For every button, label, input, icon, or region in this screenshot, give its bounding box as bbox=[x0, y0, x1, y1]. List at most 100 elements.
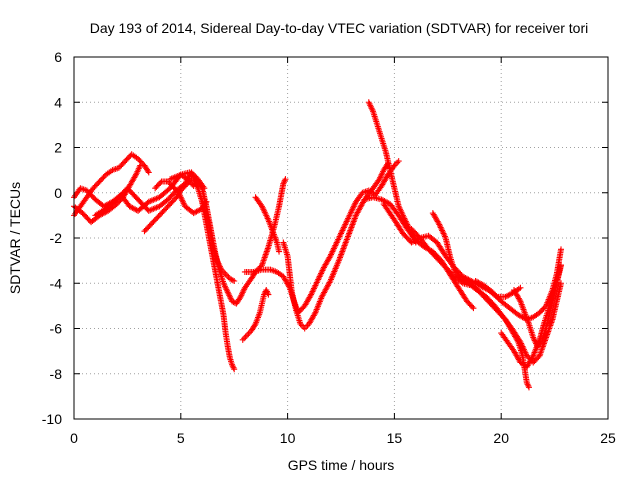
data-point bbox=[136, 157, 143, 164]
data-point bbox=[141, 228, 148, 235]
data-point bbox=[91, 183, 98, 190]
data-point bbox=[170, 196, 177, 203]
data-point bbox=[395, 158, 402, 165]
data-point bbox=[97, 177, 104, 184]
y-tick-label: 6 bbox=[54, 49, 62, 65]
data-point bbox=[147, 221, 154, 228]
x-axis-label: GPS time / hours bbox=[288, 457, 395, 473]
series-track-11 bbox=[252, 194, 283, 255]
data-point bbox=[96, 178, 103, 185]
data-point bbox=[90, 185, 97, 192]
data-point bbox=[158, 210, 165, 217]
data-point bbox=[239, 336, 246, 343]
data-point bbox=[169, 198, 176, 205]
series-track-21 bbox=[511, 262, 565, 350]
series-track-08 bbox=[190, 176, 238, 373]
data-point bbox=[159, 209, 166, 216]
series-track-17 bbox=[408, 225, 532, 391]
data-point bbox=[558, 280, 565, 287]
series-track-10 bbox=[239, 287, 272, 343]
data-point bbox=[517, 284, 524, 291]
series-track-07 bbox=[167, 169, 289, 307]
data-point bbox=[244, 332, 251, 339]
data-point bbox=[182, 182, 189, 189]
data-point bbox=[179, 186, 186, 193]
series-track-15 bbox=[361, 194, 477, 312]
data-point bbox=[137, 162, 144, 169]
data-point bbox=[231, 366, 238, 373]
data-point bbox=[276, 248, 283, 255]
data-point bbox=[394, 159, 401, 166]
data-point bbox=[142, 226, 149, 233]
data-point bbox=[161, 206, 168, 213]
x-tick-label: 25 bbox=[600, 430, 616, 446]
data-point bbox=[144, 225, 151, 232]
data-point bbox=[186, 169, 193, 176]
data-point bbox=[241, 335, 248, 342]
data-point bbox=[180, 184, 187, 191]
y-tick-label: -2 bbox=[50, 230, 63, 246]
data-point bbox=[539, 306, 546, 313]
data-point bbox=[92, 182, 99, 189]
data-point bbox=[95, 179, 102, 186]
x-tick-label: 0 bbox=[70, 430, 78, 446]
data-point bbox=[168, 199, 175, 206]
data-point bbox=[466, 301, 473, 308]
data-point bbox=[229, 277, 236, 284]
data-point bbox=[282, 176, 289, 183]
data-point bbox=[465, 299, 472, 306]
x-tick-labels: 0 5 10 15 20 25 bbox=[70, 430, 616, 446]
y-tick-labels: -10 -8 -6 -4 -2 0 2 4 6 bbox=[42, 49, 62, 427]
data-point bbox=[152, 185, 159, 192]
data-point bbox=[523, 352, 530, 359]
data-point bbox=[155, 213, 162, 220]
y-tick-label: 2 bbox=[54, 140, 62, 156]
x-tick-label: 10 bbox=[280, 430, 296, 446]
data-point bbox=[281, 179, 288, 186]
y-tick-label: -6 bbox=[50, 321, 63, 337]
data-point bbox=[245, 330, 252, 337]
data-point bbox=[524, 381, 531, 388]
data-point bbox=[224, 272, 231, 279]
data-point bbox=[311, 311, 318, 318]
data-point bbox=[115, 164, 122, 171]
data-point bbox=[153, 215, 160, 222]
data-point bbox=[558, 262, 565, 269]
data-point bbox=[154, 182, 161, 189]
data-point bbox=[173, 187, 180, 194]
data-point bbox=[153, 183, 160, 190]
data-point bbox=[149, 220, 156, 227]
data-point bbox=[169, 182, 176, 189]
data-point bbox=[124, 155, 131, 162]
data-point bbox=[118, 162, 125, 169]
data-point bbox=[135, 155, 142, 162]
series-track-05 bbox=[141, 176, 195, 235]
y-tick-label: -8 bbox=[50, 366, 63, 382]
series-track-13 bbox=[280, 160, 391, 332]
y-tick-label: -4 bbox=[50, 275, 63, 291]
data-point bbox=[167, 201, 174, 208]
y-tick-label: 4 bbox=[54, 94, 62, 110]
data-point bbox=[525, 384, 532, 391]
data-point bbox=[301, 325, 308, 332]
data-point bbox=[467, 302, 474, 309]
y-tick-label: 0 bbox=[54, 185, 62, 201]
data-point bbox=[156, 211, 163, 218]
data-point bbox=[157, 179, 164, 186]
data-point bbox=[94, 181, 101, 188]
data-point bbox=[160, 207, 167, 214]
data-point bbox=[242, 333, 249, 340]
data-point bbox=[150, 218, 157, 225]
data-point bbox=[145, 224, 152, 231]
data-point bbox=[464, 298, 471, 305]
data-point bbox=[231, 277, 238, 284]
series-track-09 bbox=[199, 198, 238, 284]
x-tick-label: 20 bbox=[493, 430, 509, 446]
data-point bbox=[100, 174, 107, 181]
data-point bbox=[540, 305, 547, 312]
x-tick-label: 5 bbox=[177, 430, 185, 446]
series-track-14 bbox=[365, 99, 419, 246]
data-point bbox=[529, 354, 536, 361]
